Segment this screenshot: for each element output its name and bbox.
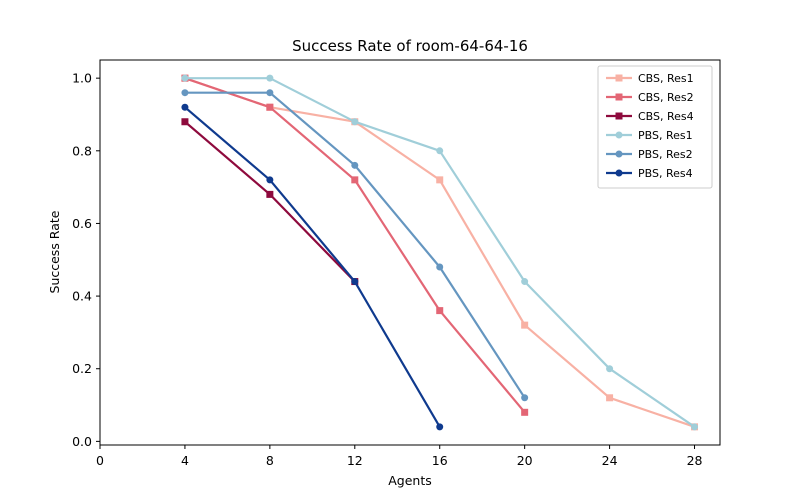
data-point (351, 118, 359, 126)
x-tick-label: 16 (432, 453, 448, 468)
y-axis-title: Success Rate (47, 210, 62, 293)
data-point (606, 365, 614, 373)
legend-label: PBS, Res4 (638, 167, 693, 180)
plot-area (181, 74, 699, 431)
data-point (351, 278, 359, 286)
axes: 0 4 8 12 16 20 24 28 0.0 0.2 0.4 0.6 0.8 1.0 (72, 59, 721, 468)
legend-marker (615, 131, 623, 139)
data-point (436, 147, 444, 155)
legend-marker (615, 112, 623, 120)
data-point (266, 74, 274, 82)
data-point (266, 176, 274, 184)
y-tick-label: 0.6 (72, 216, 92, 231)
y-tick-label: 0.0 (72, 434, 92, 449)
legend-label: PBS, Res2 (638, 148, 693, 161)
x-axis-title: Agents (388, 473, 432, 488)
data-point (606, 394, 614, 402)
x-tick-label: 8 (266, 453, 274, 468)
x-tick-label: 12 (347, 453, 363, 468)
legend-marker (615, 93, 623, 101)
legend-label: CBS, Res2 (638, 91, 694, 104)
legend-label: CBS, Res4 (638, 110, 694, 123)
y-tick-label: 1.0 (72, 71, 92, 86)
data-point (521, 408, 529, 416)
data-point (181, 74, 189, 82)
axes-frame (99, 59, 721, 446)
y-tick-label: 0.4 (72, 289, 92, 304)
legend-label: CBS, Res1 (638, 72, 694, 85)
data-point (521, 278, 529, 286)
y-tick-label: 0.2 (72, 361, 92, 376)
series-line (184, 120, 356, 283)
legend-marker (615, 74, 623, 82)
data-point (691, 423, 699, 431)
data-point (351, 176, 359, 184)
data-point (181, 118, 189, 126)
data-point (266, 103, 274, 111)
data-point (521, 394, 529, 402)
x-tick-label: 20 (517, 453, 533, 468)
series-line (184, 77, 526, 414)
data-point (266, 89, 274, 97)
x-tick-label: 24 (602, 453, 618, 468)
data-point (351, 161, 359, 169)
x-tick-label: 28 (687, 453, 703, 468)
data-point (181, 89, 189, 97)
x-tick-label: 4 (181, 453, 189, 468)
legend-marker (615, 150, 623, 158)
data-point (266, 190, 274, 198)
data-point (436, 176, 444, 184)
chart-title: Success Rate of room-64-64-16 (292, 37, 528, 55)
y-tick-label: 0.8 (72, 143, 92, 158)
legend: CBS, Res1 CBS, Res2 CBS, Res4 PBS, Res1 PBS,… (597, 65, 713, 189)
data-point (436, 423, 444, 431)
legend-marker (615, 169, 623, 177)
legend-label: PBS, Res1 (638, 129, 693, 142)
x-tick-label: 0 (96, 453, 104, 468)
data-point (436, 263, 444, 271)
data-point (521, 321, 529, 329)
data-point (436, 307, 444, 315)
data-point (181, 103, 189, 111)
series-line (184, 106, 441, 428)
